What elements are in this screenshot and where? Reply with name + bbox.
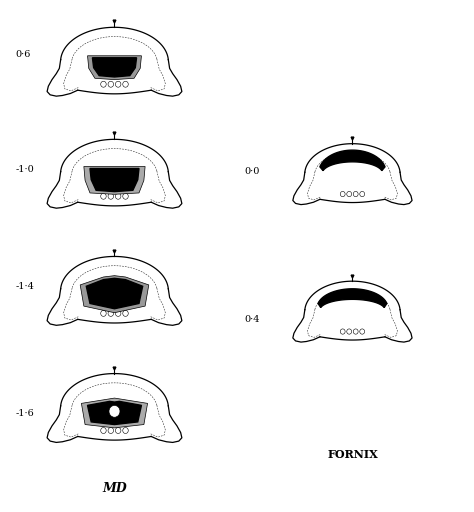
Circle shape xyxy=(340,329,345,334)
Circle shape xyxy=(108,81,114,87)
Polygon shape xyxy=(320,150,385,170)
Circle shape xyxy=(115,428,121,434)
Circle shape xyxy=(123,81,128,87)
Circle shape xyxy=(115,81,121,87)
Text: 0·4: 0·4 xyxy=(244,315,260,324)
Circle shape xyxy=(109,406,120,417)
Circle shape xyxy=(360,329,365,334)
Circle shape xyxy=(347,329,352,334)
Circle shape xyxy=(108,428,114,434)
Polygon shape xyxy=(82,398,147,428)
Circle shape xyxy=(353,329,358,334)
Polygon shape xyxy=(88,56,141,79)
Circle shape xyxy=(347,191,352,197)
Circle shape xyxy=(123,194,128,199)
Polygon shape xyxy=(86,279,143,309)
Polygon shape xyxy=(80,275,149,313)
Text: MD: MD xyxy=(102,482,127,495)
Text: -1·0: -1·0 xyxy=(16,165,34,174)
Circle shape xyxy=(100,194,106,199)
Text: 0·6: 0·6 xyxy=(16,50,31,59)
Circle shape xyxy=(100,428,106,434)
Circle shape xyxy=(115,194,121,199)
Polygon shape xyxy=(92,58,137,77)
Circle shape xyxy=(353,191,358,197)
Circle shape xyxy=(100,310,106,316)
Circle shape xyxy=(108,194,114,199)
Circle shape xyxy=(100,81,106,87)
Polygon shape xyxy=(88,401,141,424)
Text: FORNIX: FORNIX xyxy=(327,449,378,460)
Text: -1·6: -1·6 xyxy=(16,410,34,418)
Circle shape xyxy=(123,310,128,316)
Text: -1·4: -1·4 xyxy=(16,282,35,291)
Circle shape xyxy=(115,310,121,316)
Polygon shape xyxy=(318,289,387,308)
Circle shape xyxy=(360,191,365,197)
Circle shape xyxy=(340,191,345,197)
Text: 0·0: 0·0 xyxy=(244,167,259,177)
Circle shape xyxy=(108,310,114,316)
Polygon shape xyxy=(84,166,145,194)
Circle shape xyxy=(123,428,128,434)
Polygon shape xyxy=(90,168,139,191)
